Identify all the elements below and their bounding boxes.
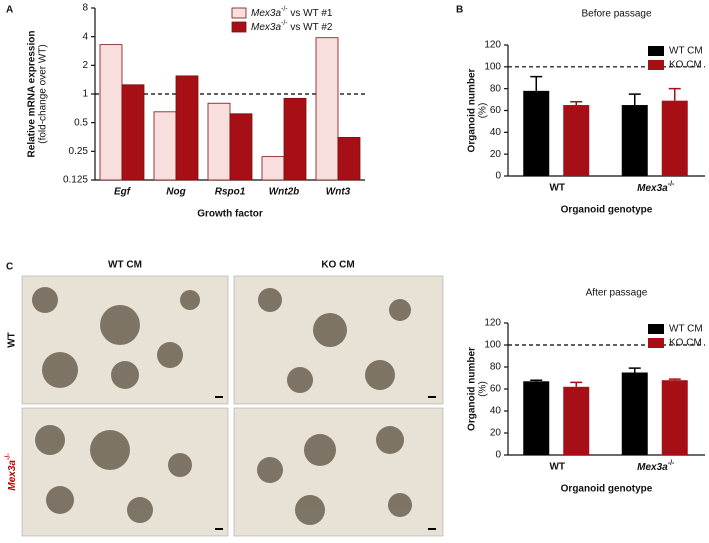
y-tick-label: 0 (495, 171, 501, 182)
x-tick-label: Nog (166, 187, 185, 198)
x-axis-label: Growth factor (197, 209, 263, 220)
panel-letter: B (456, 5, 463, 16)
y-tick-label: 40 (490, 406, 502, 417)
y-axis-label: (%) (478, 381, 489, 397)
error-bar (530, 379, 543, 382)
y-tick-label: 0.5 (74, 117, 88, 128)
x-tick-label: Wnt2b (269, 187, 300, 198)
y-tick-label: 80 (490, 362, 502, 373)
y-axis-label: (%) (478, 103, 489, 119)
column-label: WT CM (108, 260, 142, 271)
y-tick-label: 60 (490, 105, 502, 116)
y-tick-label: 120 (484, 318, 501, 329)
y-tick-label: 100 (484, 340, 501, 351)
bar (523, 381, 550, 455)
y-tick-label: 20 (490, 428, 502, 439)
error-bar (530, 75, 543, 91)
panel-letter: A (6, 5, 13, 16)
bar (153, 111, 177, 181)
legend-label: KO CM (669, 60, 702, 71)
y-axis-label: Organoid number (467, 68, 478, 152)
y-tick-label: 1 (82, 89, 88, 100)
bar (337, 137, 361, 181)
y-tick-label: 100 (484, 61, 501, 72)
error-bar (628, 93, 641, 106)
bar (175, 75, 199, 181)
column-label: KO CM (321, 260, 354, 271)
bar (283, 97, 307, 181)
y-axis-label: Relative mRNA expression (27, 31, 38, 158)
bar (563, 386, 590, 455)
x-tick-label: WT (549, 462, 565, 473)
y-tick-label: 0.125 (63, 175, 88, 186)
y-tick-label: 8 (82, 3, 88, 14)
chart-title: Before passage (581, 9, 651, 20)
bar (261, 156, 285, 181)
y-tick-label: 80 (490, 83, 502, 94)
y-axis-label: (fold-change over WT) (38, 44, 49, 143)
bar (661, 100, 688, 176)
bar (121, 84, 145, 181)
error-bar (668, 378, 681, 381)
legend-label: WT CM (669, 46, 703, 57)
x-tick-label: WT (549, 183, 565, 194)
x-tick-label: Rspo1 (215, 187, 246, 198)
bar (621, 105, 648, 176)
x-axis-label: Organoid genotype (561, 484, 653, 495)
y-tick-label: 2 (82, 60, 88, 71)
x-tick-label: Mex3a-/- (637, 181, 675, 194)
y-tick-label: 60 (490, 384, 502, 395)
legend-swatch (648, 60, 664, 70)
error-bar (570, 381, 583, 387)
legend-swatch (231, 7, 247, 19)
x-tick-label: Egf (114, 187, 132, 198)
row-label: Mex3a-/- (5, 453, 18, 491)
micrographs (21, 275, 444, 537)
bar (523, 90, 550, 176)
bar (661, 380, 688, 455)
y-tick-label: 120 (484, 40, 501, 51)
bar (621, 372, 648, 455)
y-tick-label: 0.25 (69, 146, 89, 157)
bar (207, 102, 231, 181)
legend-label: WT CM (669, 324, 703, 335)
legend-swatch (648, 338, 664, 348)
legend-swatch (231, 21, 247, 33)
x-tick-label: Mex3a-/- (637, 460, 675, 473)
chart-title: After passage (586, 288, 648, 299)
row-label: WT (7, 332, 18, 348)
y-axis-label: Organoid number (467, 347, 478, 431)
x-tick-label: Wnt3 (326, 187, 351, 198)
legend-label: Mex3a-/- vs WT #2 (251, 20, 333, 33)
y-tick-label: 20 (490, 149, 502, 160)
error-bar (570, 101, 583, 106)
bar (563, 105, 590, 176)
error-bar (668, 87, 681, 101)
bar (315, 37, 339, 181)
x-axis-label: Organoid genotype (561, 205, 653, 216)
error-bar (628, 367, 641, 373)
legend-label: Mex3a-/- vs WT #1 (251, 6, 333, 19)
bar (229, 113, 253, 181)
panel-letter: C (6, 262, 13, 273)
legend-swatch (648, 46, 664, 56)
legend-label: KO CM (669, 338, 702, 349)
bar (99, 44, 123, 181)
legend-swatch (648, 324, 664, 334)
y-tick-label: 40 (490, 127, 502, 138)
y-tick-label: 0 (495, 450, 501, 461)
y-tick-label: 4 (82, 31, 88, 42)
